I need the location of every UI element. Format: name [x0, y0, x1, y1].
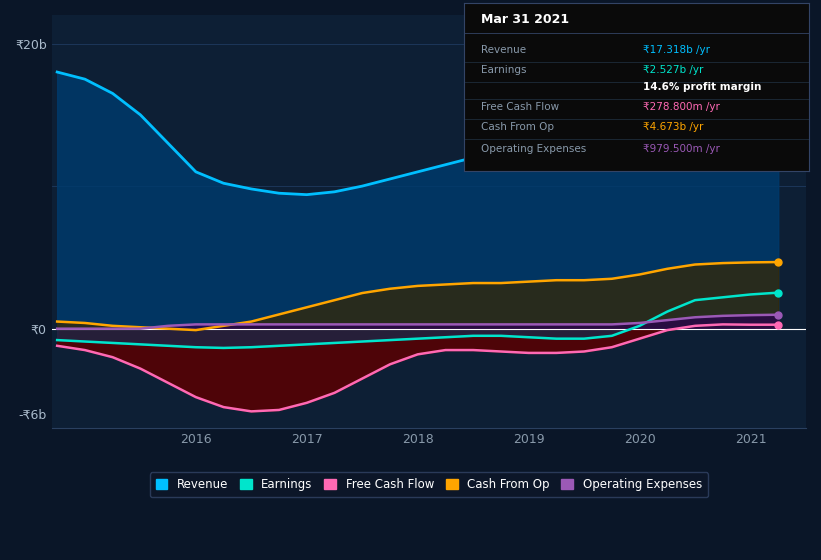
Text: Earnings: Earnings	[481, 65, 526, 75]
Text: ₹17.318b /yr: ₹17.318b /yr	[643, 45, 710, 55]
Text: ₹979.500m /yr: ₹979.500m /yr	[643, 144, 720, 154]
Text: ₹2.527b /yr: ₹2.527b /yr	[643, 65, 704, 75]
Text: Cash From Op: Cash From Op	[481, 122, 554, 132]
Text: ₹278.800m /yr: ₹278.800m /yr	[643, 102, 720, 112]
Text: ₹4.673b /yr: ₹4.673b /yr	[643, 122, 704, 132]
Text: 14.6% profit margin: 14.6% profit margin	[643, 82, 762, 92]
Legend: Revenue, Earnings, Free Cash Flow, Cash From Op, Operating Expenses: Revenue, Earnings, Free Cash Flow, Cash …	[149, 472, 708, 497]
Text: Mar 31 2021: Mar 31 2021	[481, 13, 569, 26]
Text: Revenue: Revenue	[481, 45, 526, 55]
Text: Free Cash Flow: Free Cash Flow	[481, 102, 559, 112]
Text: Operating Expenses: Operating Expenses	[481, 144, 586, 154]
